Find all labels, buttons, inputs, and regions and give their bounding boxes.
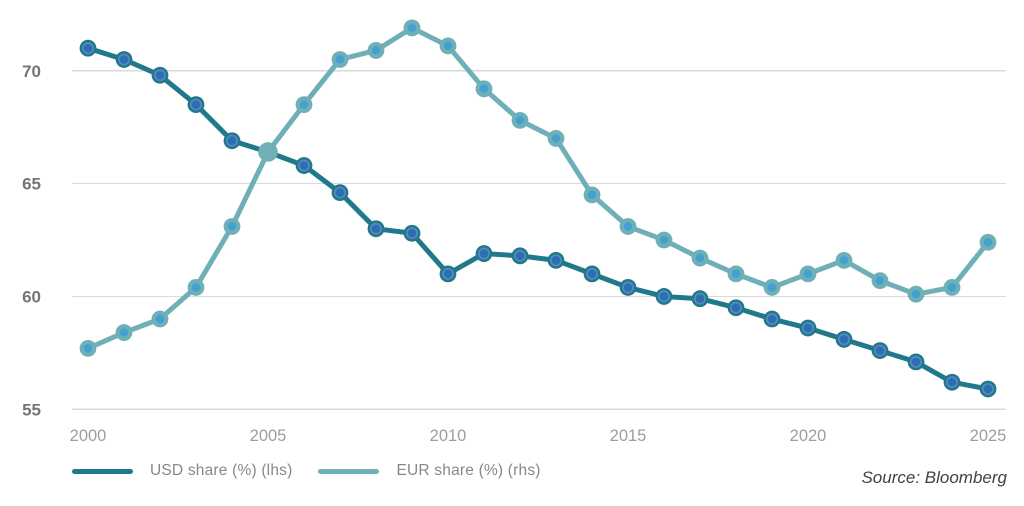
legend-item-eur: EUR share (%) (rhs)	[318, 462, 540, 480]
eur-marker-center	[191, 283, 201, 292]
usd-line-swatch	[72, 468, 133, 474]
eur-marker-center	[407, 23, 417, 33]
usd-marker-center	[371, 224, 381, 234]
eur-marker-center	[911, 289, 921, 299]
eur-marker-center	[227, 222, 237, 231]
usd-marker-center	[515, 251, 525, 261]
ytick-label-65: 65	[22, 175, 41, 194]
usd-marker-center	[947, 377, 957, 387]
xtick-label-2005: 2005	[250, 427, 287, 445]
usd-marker-center	[227, 136, 237, 146]
usd-marker-center	[335, 188, 345, 197]
eur-marker-center	[767, 283, 777, 292]
eur-line-swatch	[318, 468, 380, 474]
usd-marker-center	[875, 346, 885, 355]
legend-label-usd: USD share (%) (lhs)	[150, 462, 293, 479]
usd-marker-center	[983, 384, 993, 394]
usd-marker-center	[191, 100, 201, 109]
usd-marker-center	[119, 55, 129, 64]
eur-marker-center	[587, 190, 597, 200]
usd-marker-center	[299, 161, 309, 170]
eur-marker-center	[371, 46, 381, 55]
eur-marker-center	[155, 314, 165, 324]
eur-marker-center	[299, 100, 309, 109]
ytick-label-70: 70	[22, 62, 41, 81]
xtick-label-2010: 2010	[430, 427, 467, 445]
eur-marker-center	[947, 283, 957, 292]
ytick-label-55: 55	[22, 400, 41, 419]
eur-marker-center	[875, 276, 885, 285]
legend-label-eur: EUR share (%) (rhs)	[396, 462, 541, 479]
chart-legend: USD share (%) (lhs) EUR share (%) (rhs)	[72, 462, 541, 480]
xtick-label-2025: 2025	[970, 427, 1007, 445]
eur-marker-center	[551, 134, 561, 143]
usd-marker-center	[911, 357, 921, 367]
usd-marker-center	[479, 249, 489, 258]
usd-marker-center	[695, 294, 705, 304]
eur-marker-center	[695, 253, 705, 263]
eur-marker-center	[623, 222, 633, 231]
eur-marker-center	[83, 344, 93, 353]
usd-line	[85, 45, 991, 392]
usd-marker-center	[407, 228, 417, 238]
usd-marker-center	[659, 292, 669, 301]
usd-marker-center	[839, 335, 849, 344]
eur-marker-center	[983, 238, 993, 247]
xtick-label-2020: 2020	[790, 427, 827, 445]
usd-marker-center	[767, 314, 777, 324]
eur-marker-center	[731, 269, 741, 279]
reserve-share-line-chart: 55 60 65 70 2000 2005 2010 2015 2020 2025	[22, 19, 1007, 445]
usd-marker-center	[803, 323, 813, 333]
xtick-label-2015: 2015	[610, 427, 647, 445]
usd-marker-center	[551, 256, 561, 265]
legend-item-usd: USD share (%) (lhs)	[72, 462, 292, 480]
eur-marker-center	[443, 41, 453, 51]
usd-marker-center	[155, 70, 165, 80]
eur-marker-solid	[258, 142, 278, 162]
source-caption: Source: Bloomberg	[861, 468, 1007, 487]
usd-marker-center	[587, 269, 597, 279]
eur-marker-center	[803, 269, 813, 279]
eur-marker-center	[839, 256, 849, 265]
eur-marker-center	[119, 328, 129, 337]
usd-marker-center	[623, 283, 633, 292]
eur-line	[85, 25, 991, 351]
ytick-label-60: 60	[22, 287, 41, 306]
xtick-label-2000: 2000	[70, 427, 107, 445]
eur-marker-center	[659, 235, 669, 245]
eur-marker-center	[335, 55, 345, 64]
usd-marker-center	[731, 303, 741, 313]
usd-marker-center	[443, 269, 453, 279]
eur-marker-center	[479, 84, 489, 94]
usd-marker-center	[83, 43, 93, 53]
eur-marker-center	[515, 116, 525, 125]
